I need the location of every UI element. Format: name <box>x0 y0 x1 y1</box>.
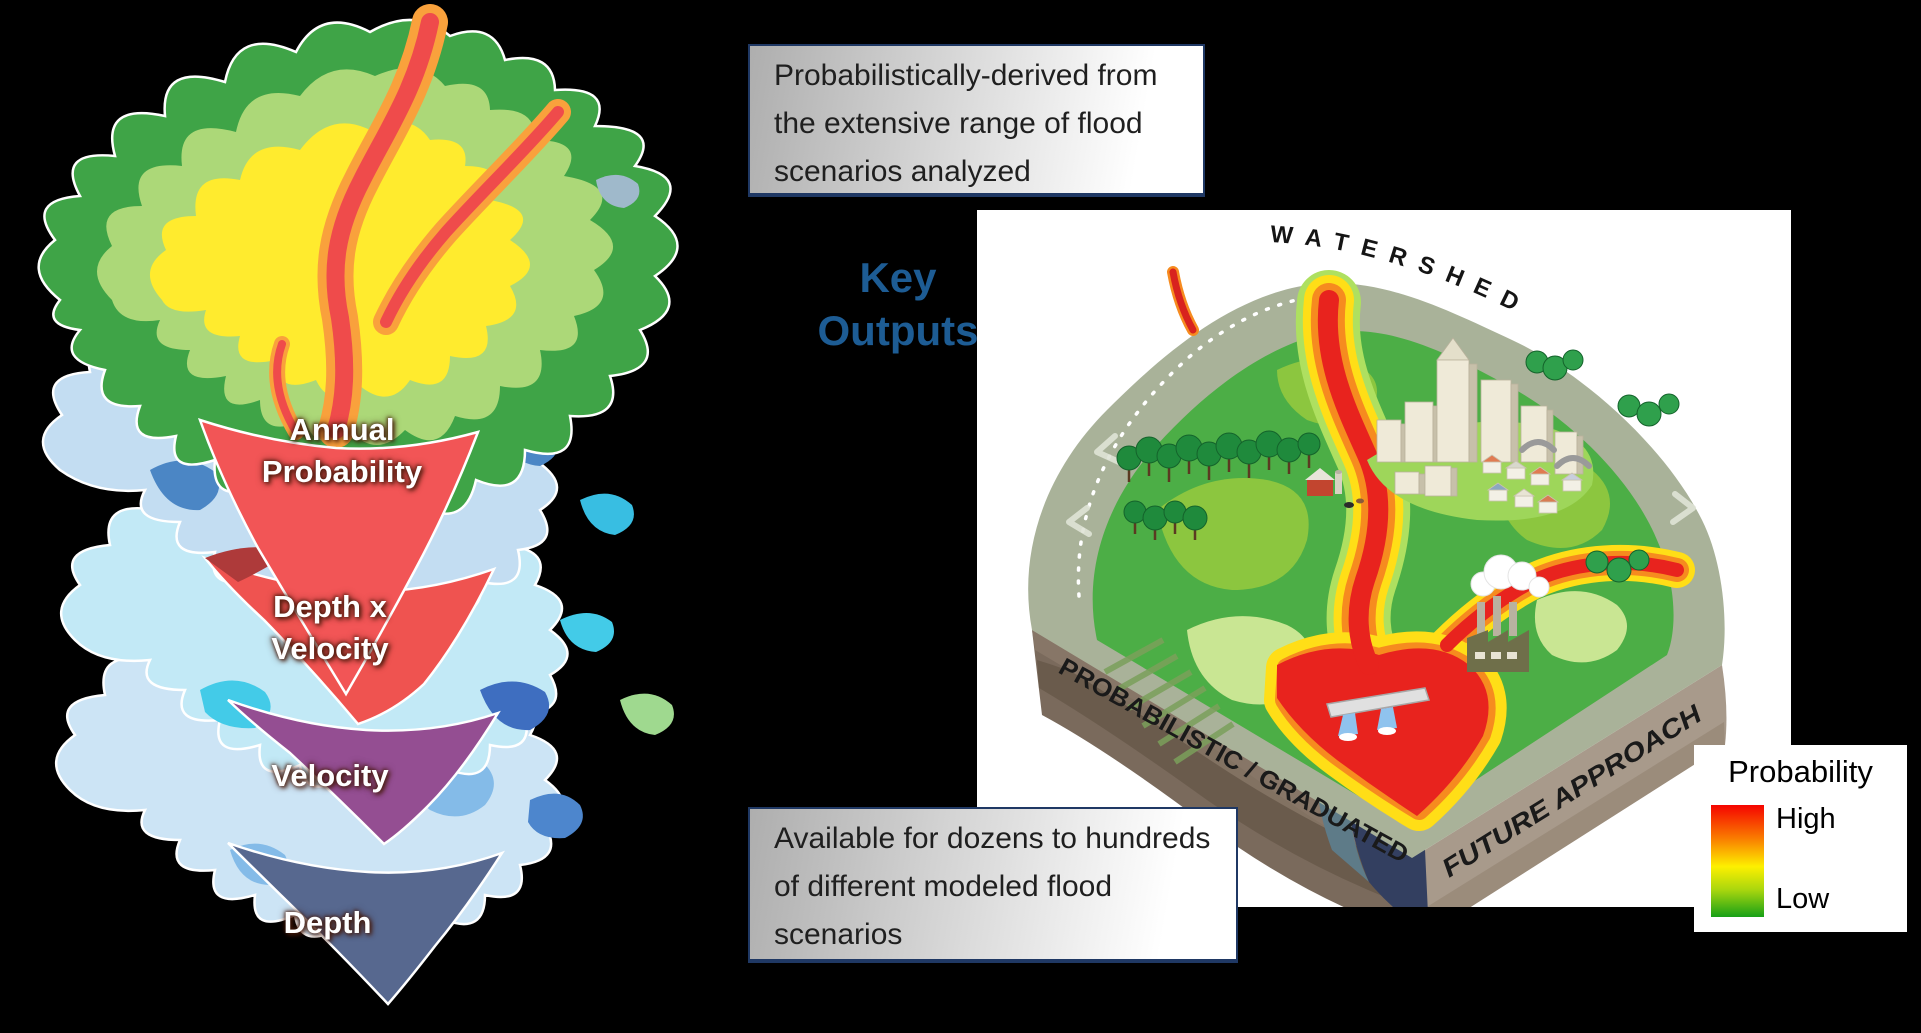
watershed-illustration-panel: PROBABILISTIC / GRADUATED FUTURE APPROAC… <box>977 210 1791 947</box>
flood-layer-stack <box>37 4 679 1006</box>
tree-row <box>1116 349 1680 583</box>
layer-label-velocity: Velocity <box>271 758 389 793</box>
layer-label-depth: Depth <box>283 905 372 940</box>
cow-icon <box>1356 498 1364 504</box>
tree-icon <box>1525 349 1680 583</box>
cow-icon <box>1344 502 1354 508</box>
callout-top: Probabilistically-derived from the exten… <box>748 44 1205 197</box>
layer-annual-probability-map <box>37 4 679 697</box>
watershed-illustration: PROBABILISTIC / GRADUATED FUTURE APPROAC… <box>1028 221 1727 947</box>
legend-gradient-bar <box>1711 805 1764 917</box>
house-icon <box>1480 454 1584 514</box>
key-outputs-line1: Key <box>859 254 937 301</box>
layer-label-annual-probability: Annual Probability <box>261 412 423 490</box>
city-buildings-icon <box>1367 337 1594 521</box>
smoke-cloud-icon <box>1470 554 1550 598</box>
depth-wedge <box>227 841 506 1006</box>
right-dirt-face <box>1412 665 1727 938</box>
legend-high-label: High <box>1776 803 1836 835</box>
key-outputs-line2: Outputs <box>817 306 979 354</box>
annual-probability-wedge <box>197 418 481 697</box>
flow-arrow-icon <box>1066 433 1696 537</box>
layer-label-depth-velocity: Depth x Velocity <box>271 589 389 667</box>
factory-icon <box>1467 596 1529 672</box>
arch-bridge-icon <box>1519 439 1592 469</box>
barn-icon <box>1305 468 1364 508</box>
farm-field-stripes <box>1103 637 1235 765</box>
legend-title: Probability <box>1728 754 1873 789</box>
key-outputs-heading: Key Outputs <box>783 252 1013 357</box>
probability-legend: Probability High Low <box>1694 745 1907 932</box>
dam-bridge-icon <box>1326 687 1430 741</box>
callout-bottom: Available for dozens to hundreds of diff… <box>748 807 1238 963</box>
legend-low-label: Low <box>1776 883 1830 915</box>
river-channels <box>269 4 571 448</box>
velocity-wedge <box>227 698 501 846</box>
